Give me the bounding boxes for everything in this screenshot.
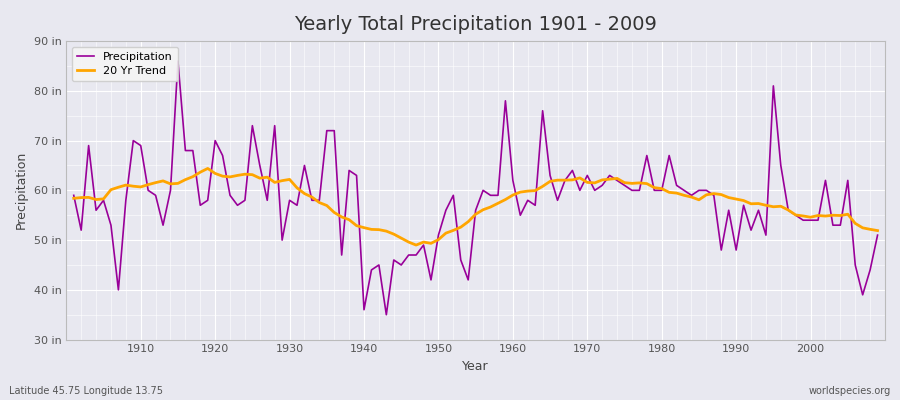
- Text: Latitude 45.75 Longitude 13.75: Latitude 45.75 Longitude 13.75: [9, 386, 163, 396]
- 20 Yr Trend: [515, 190, 526, 194]
- Title: Yearly Total Precipitation 1901 - 2009: Yearly Total Precipitation 1901 - 2009: [294, 15, 657, 34]
- Text: worldspecies.org: worldspecies.org: [809, 386, 891, 396]
- Line: 20 Yr Trend: 20 Yr Trend: [74, 168, 878, 245]
- 20 Yr Trend: [872, 228, 883, 233]
- 20 Yr Trend: [128, 184, 139, 189]
- Line: Precipitation: Precipitation: [74, 61, 878, 315]
- 20 Yr Trend: [522, 189, 533, 194]
- Precipitation: [522, 198, 533, 203]
- Precipitation: [344, 168, 355, 173]
- Precipitation: [381, 312, 392, 317]
- 20 Yr Trend: [612, 176, 623, 181]
- Legend: Precipitation, 20 Yr Trend: Precipitation, 20 Yr Trend: [72, 47, 178, 81]
- Precipitation: [173, 59, 184, 64]
- 20 Yr Trend: [344, 217, 355, 222]
- 20 Yr Trend: [202, 166, 213, 171]
- Precipitation: [128, 138, 139, 143]
- 20 Yr Trend: [299, 191, 310, 196]
- Precipitation: [872, 233, 883, 238]
- Precipitation: [68, 193, 79, 198]
- X-axis label: Year: Year: [463, 360, 489, 373]
- Precipitation: [299, 163, 310, 168]
- 20 Yr Trend: [68, 196, 79, 201]
- Precipitation: [612, 178, 623, 183]
- Precipitation: [515, 213, 526, 218]
- Y-axis label: Precipitation: Precipitation: [15, 151, 28, 230]
- 20 Yr Trend: [410, 243, 421, 248]
